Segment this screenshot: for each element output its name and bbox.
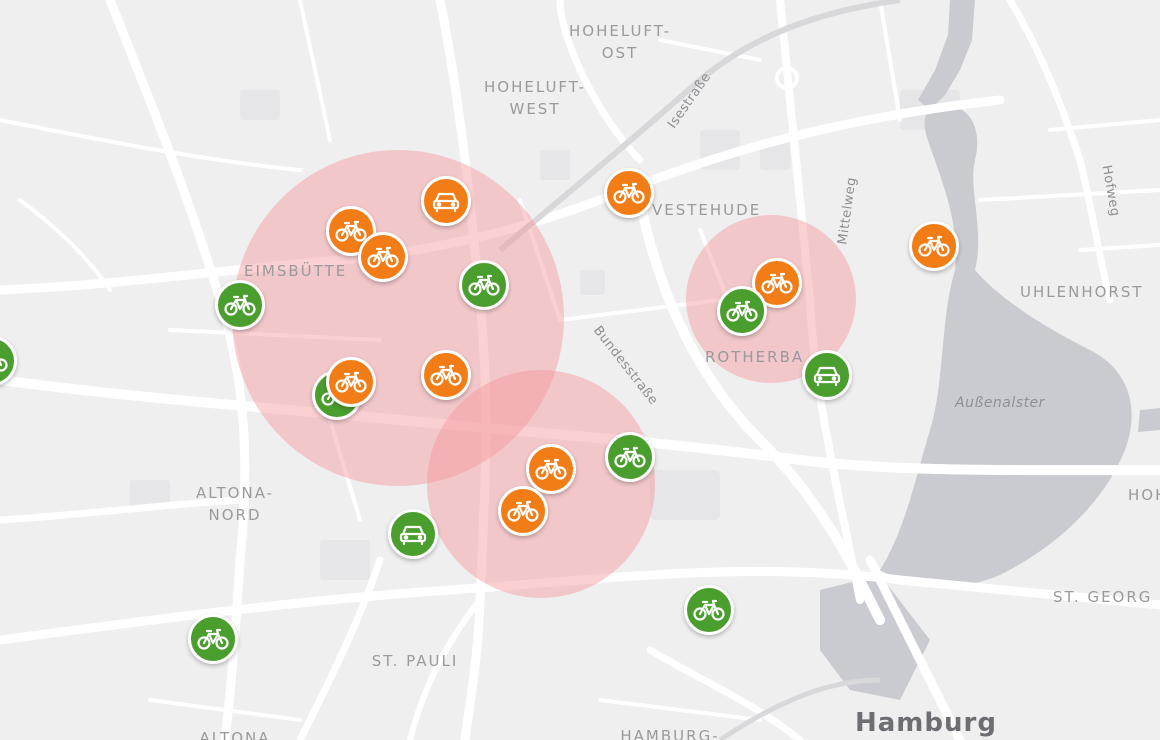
bike-pin[interactable] xyxy=(684,585,734,635)
water-label-aussenalster: Außenalster xyxy=(955,395,1045,411)
district-label-st-georg: ST. GEORG xyxy=(1053,588,1153,606)
car-icon xyxy=(812,363,842,387)
bicycle-icon xyxy=(223,293,257,317)
bicycle-icon xyxy=(467,273,501,297)
car-pin[interactable] xyxy=(802,350,852,400)
bike-pin[interactable] xyxy=(326,357,376,407)
bike-pin[interactable] xyxy=(717,286,767,336)
bicycle-icon xyxy=(334,219,368,243)
district-label-hoh-right: HOH xyxy=(1128,486,1160,504)
bicycle-icon xyxy=(366,245,400,269)
bike-pin[interactable] xyxy=(459,260,509,310)
car-icon xyxy=(398,522,428,546)
bicycle-icon xyxy=(725,299,759,323)
bicycle-icon xyxy=(613,445,647,469)
district-label-hoheluft-west: HOHELUFT- WEST xyxy=(484,78,586,118)
bike-pin[interactable] xyxy=(498,486,548,536)
bicycle-icon xyxy=(334,370,368,394)
bike-pin[interactable] xyxy=(188,614,238,664)
car-pin[interactable] xyxy=(421,176,471,226)
zone-eimsbuettel[interactable] xyxy=(232,150,564,486)
district-label-uhlenhorst: UHLENHORST xyxy=(1020,283,1144,301)
car-icon xyxy=(431,189,461,213)
car-pin[interactable] xyxy=(388,509,438,559)
bike-pin[interactable] xyxy=(215,280,265,330)
bicycle-icon xyxy=(760,271,794,295)
bike-pin[interactable] xyxy=(358,232,408,282)
district-label-altona: ALTONA xyxy=(199,729,271,740)
bicycle-icon xyxy=(429,363,463,387)
bicycle-icon xyxy=(612,181,646,205)
bike-pin[interactable] xyxy=(604,168,654,218)
bike-pin[interactable] xyxy=(421,350,471,400)
bike-pin[interactable] xyxy=(605,432,655,482)
district-label-hamburg-south: HAMBURG- xyxy=(620,727,720,740)
bicycle-icon xyxy=(534,457,568,481)
district-label-st-pauli: ST. PAULI xyxy=(371,652,459,670)
district-label-hoheluft-ost: HOHELUFT- OST xyxy=(569,22,671,62)
bicycle-icon xyxy=(692,598,726,622)
district-label-altona-nord: ALTONA- NORD xyxy=(195,484,275,524)
city-label-hamburg: Hamburg xyxy=(855,708,997,738)
district-label-harvestehude: VESTEHUDE xyxy=(652,201,762,219)
district-label-eimsbuettel: EIMSBÜTTE xyxy=(244,262,348,280)
bike-pin[interactable] xyxy=(909,221,959,271)
bicycle-icon xyxy=(0,349,9,373)
district-label-rotherbaum: ROTHERBA xyxy=(705,348,805,366)
bicycle-icon xyxy=(506,499,540,523)
bicycle-icon xyxy=(196,627,230,651)
bike-pin[interactable] xyxy=(526,444,576,494)
bicycle-icon xyxy=(917,234,951,258)
